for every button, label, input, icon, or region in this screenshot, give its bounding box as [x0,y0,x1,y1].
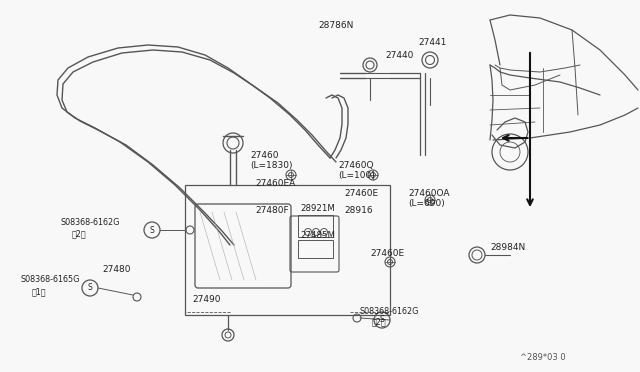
Text: （2）: （2） [72,230,86,238]
Text: 27480F: 27480F [255,205,289,215]
Text: 27485M: 27485M [300,231,335,240]
Text: 27480: 27480 [102,266,131,275]
Text: (L=690): (L=690) [408,199,445,208]
Text: 27440: 27440 [385,51,413,60]
Text: 27490: 27490 [192,295,221,305]
Text: S: S [380,315,385,324]
Text: 27460E: 27460E [344,189,378,198]
Text: (L=100): (L=100) [338,170,375,180]
Text: （2）: （2） [372,317,387,327]
Bar [298,215,333,237]
Text: 28916: 28916 [344,205,372,215]
Text: （1）: （1） [32,288,47,296]
Text: 27460E: 27460E [370,248,404,257]
Bar [298,240,333,258]
Text: 27460EA: 27460EA [255,179,295,187]
Text: 28786N: 28786N [318,20,353,29]
Text: ^289*03 0: ^289*03 0 [520,353,566,362]
Text: 28921M: 28921M [300,203,335,212]
Text: (L=1830): (L=1830) [250,160,292,170]
Text: 27460Q: 27460Q [338,160,374,170]
Text: 28984N: 28984N [490,244,525,253]
Text: S08368-6165G: S08368-6165G [20,276,79,285]
Bar [185,185,390,315]
Text: S08368-6162G: S08368-6162G [360,308,419,317]
Text: 27441: 27441 [418,38,446,46]
Text: S08368-6162G: S08368-6162G [60,218,120,227]
Text: S: S [88,283,92,292]
Text: S: S [150,225,154,234]
Text: 27460: 27460 [250,151,278,160]
Text: 27460OA: 27460OA [408,189,449,198]
